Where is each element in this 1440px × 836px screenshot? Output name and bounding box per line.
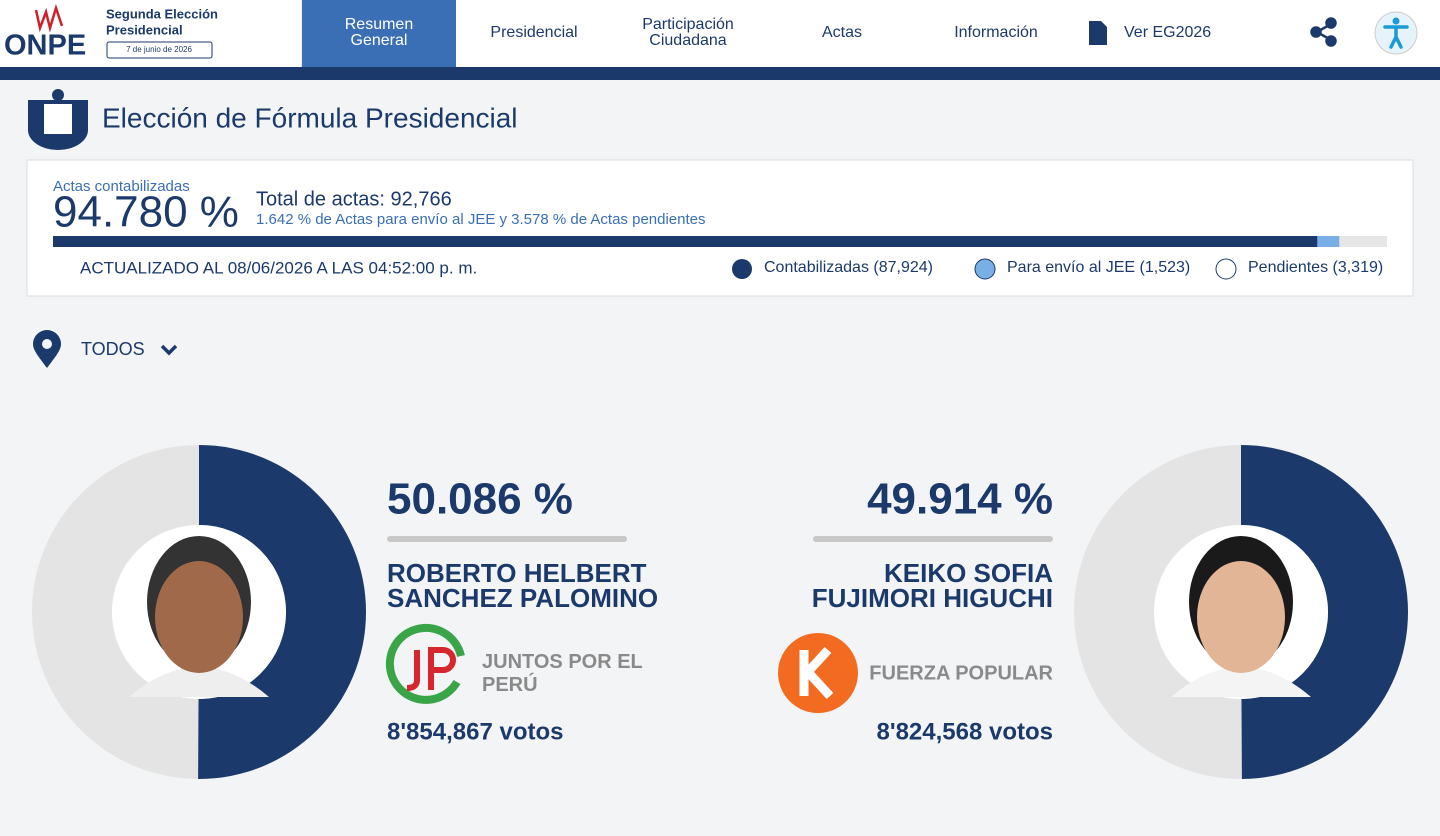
nav-item[interactable]: Actas [822,24,862,41]
divider [387,536,627,542]
divider [813,536,1053,542]
legend-swatch [974,258,996,280]
party-name: FUERZA POPULAR [869,662,1053,684]
counted-label: Actas contabilizadas [53,178,190,195]
subtitle: 1.642 % de Actas para envío al JEE y 3.5… [256,211,706,228]
nav-item[interactable]: Participación [642,16,734,33]
share-icon[interactable] [1310,17,1337,47]
header-band [0,67,1440,80]
election: Presidencial [106,22,183,37]
header [0,0,1440,67]
summary-card [26,159,1414,297]
nav-item[interactable]: Información [954,24,1038,41]
updated: ACTUALIZADO AL 08/06/2026 A LAS 04:52:00… [80,258,477,277]
accessibility-icon[interactable] [1374,11,1418,55]
legend-entry: Contabilizadas (87,924) [764,259,933,276]
election: Segunda Elección [106,6,218,21]
percent: 50.086 % [387,475,573,524]
location-icon-dot [42,339,52,349]
bar-segment [53,236,1318,247]
votes: 8'854,867 votos [387,718,563,745]
bar-segment [1317,236,1340,247]
jee-pct: 1.642 % [256,211,311,228]
logo: ONPE [4,30,86,62]
party-logo [799,646,834,700]
pending-text: de Actas pendientes [570,211,705,228]
logo-mark [34,3,64,33]
photo-face [155,561,243,673]
party-logo [385,623,465,704]
votes: 8'824,568 votos [877,718,1053,745]
party-name: JUNTOS POR EL [482,651,643,673]
counted-pct: 94.780 % [53,188,239,237]
legend-entry: Para envío al JEE (1,523) [1007,259,1190,276]
doc-icon [1089,21,1107,45]
nav-active[interactable] [302,0,456,67]
page-title: Elección de Fórmula Presidencial [102,102,518,133]
filter[interactable]: TODOS [81,339,145,359]
pending-pct: 3.578 % [511,211,566,228]
candidate-name: FUJIMORI HIGUCHI [812,583,1053,613]
nav-item[interactable]: Ciudadana [649,32,727,49]
jee-text: de Actas para envío al JEE y [315,211,507,228]
legend-swatch [732,259,752,279]
nav-item[interactable]: General [351,32,408,49]
candidate-name: KEIKO SOFIA [884,558,1053,588]
legend-entry: Pendientes (3,319) [1248,259,1383,276]
nav-item[interactable]: Presidencial [490,24,577,41]
legend-swatch [1215,258,1237,280]
coat-of-arms [28,89,88,150]
party-name: PERÚ [482,672,538,696]
progress-bar [53,236,1387,247]
candidate-name: SANCHEZ PALOMINO [387,583,658,613]
photo-face [1197,561,1285,673]
percent: 49.914 % [867,475,1053,524]
chevron[interactable] [160,344,178,356]
nav-item[interactable]: Ver EG2026 [1124,24,1211,41]
candidate-name: ROBERTO HELBERT [387,558,647,588]
party-logo [406,647,456,691]
party-logo [778,633,858,713]
photo-body [129,667,269,697]
photo-body [1171,667,1311,697]
total: Total de actas: 92,766 [256,188,452,210]
date-box [106,41,213,59]
date: 7 de junio de 2026 [126,45,192,54]
nav-item[interactable]: Resumen [345,16,413,33]
